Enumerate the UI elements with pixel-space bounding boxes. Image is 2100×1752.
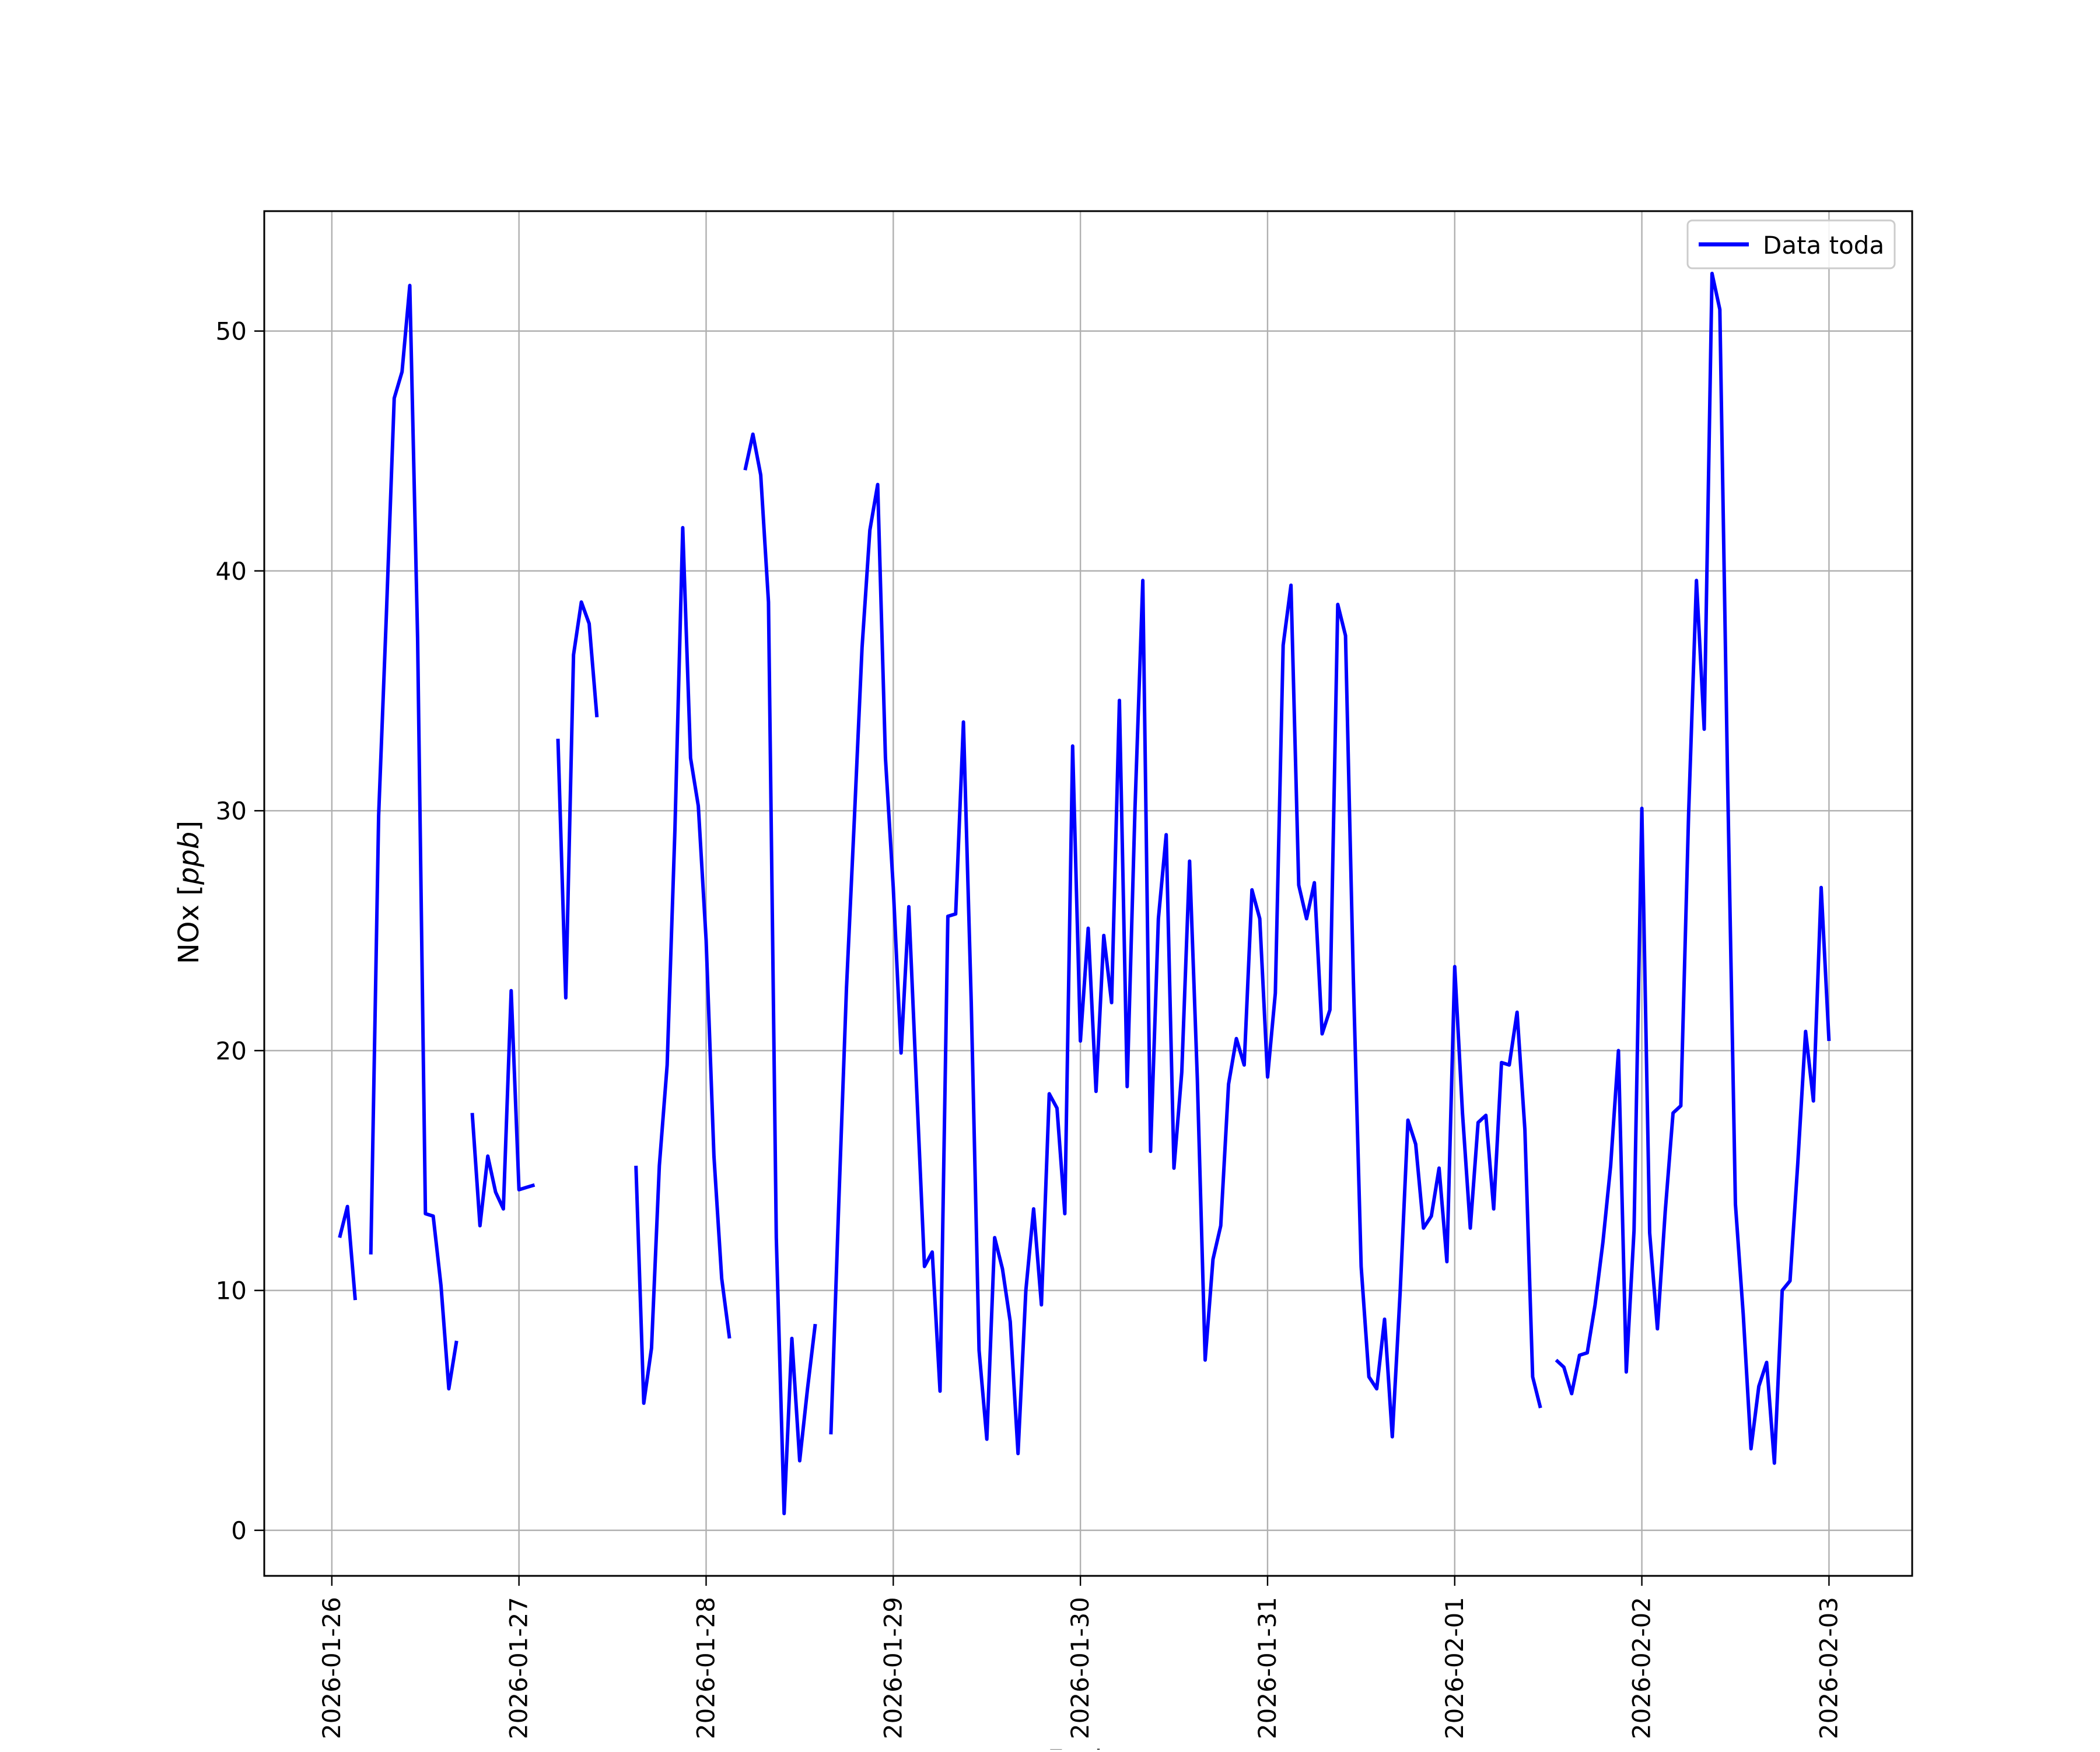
- x-tick-label: 2026-01-28: [691, 1597, 720, 1739]
- x-tick-label: 2026-02-01: [1440, 1597, 1469, 1739]
- y-tick-label: 10: [216, 1277, 247, 1305]
- y-tick-label: 40: [216, 557, 247, 586]
- x-tick-label: 2026-01-31: [1253, 1597, 1282, 1739]
- grid: [264, 211, 1912, 1576]
- y-tick-label: 50: [216, 317, 247, 346]
- legend: Data toda: [1686, 219, 1896, 269]
- y-axis-ticks: 0 10 20 30 40 50: [216, 317, 264, 1545]
- y-axis-label-main: NOx [: [173, 885, 205, 964]
- y-axis-label-unit: ppb: [173, 832, 205, 885]
- x-tick-label: 2026-02-03: [1814, 1597, 1843, 1739]
- plot-frame: [263, 210, 1913, 1577]
- y-tick-label: 0: [231, 1516, 247, 1545]
- x-tick-label: 2026-01-29: [878, 1597, 907, 1739]
- y-tick-label: 20: [216, 1036, 247, 1065]
- y-axis-label: NOx [ppb]: [173, 821, 205, 964]
- y-tick-label: 30: [216, 797, 247, 825]
- series-line-path: [338, 271, 1831, 1516]
- y-axis-label-close: ]: [173, 821, 205, 832]
- x-tick-label: 2026-01-26: [317, 1597, 346, 1739]
- legend-label: Data toda: [1763, 231, 1884, 260]
- x-tick-label: 2026-01-27: [505, 1597, 533, 1739]
- x-axis-label: Fecha: [1048, 1744, 1130, 1750]
- series-line: [338, 271, 1831, 1516]
- x-axis-ticks: 2026-01-26 2026-01-27 2026-01-28 2026-01-29…: [317, 1576, 1843, 1739]
- x-tick-label: 2026-02-02: [1628, 1597, 1656, 1739]
- x-tick-label: 2026-01-30: [1066, 1597, 1094, 1739]
- legend-box: [1686, 219, 1896, 269]
